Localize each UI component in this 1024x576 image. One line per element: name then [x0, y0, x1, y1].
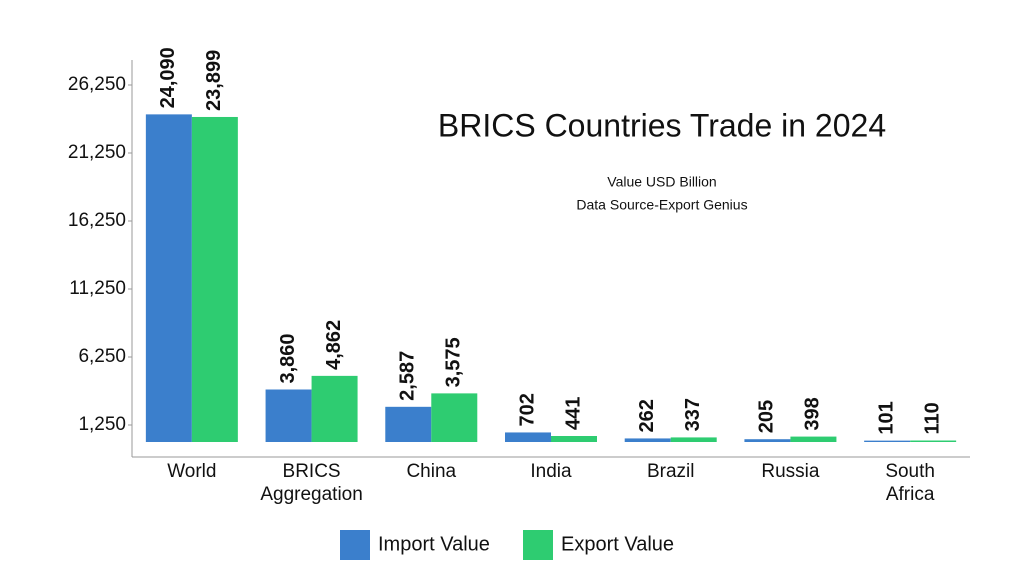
subtitle: Data Source-Export Genius	[576, 197, 747, 213]
bar	[505, 432, 551, 442]
value-label: 4,862	[323, 320, 345, 370]
bar	[864, 440, 911, 442]
y-tick-label: 6,250	[78, 346, 126, 367]
bar	[265, 389, 312, 442]
legend-label: Export Value	[561, 533, 674, 555]
value-label: 24,090	[157, 47, 179, 108]
legend-swatch	[340, 530, 370, 560]
y-tick-label: 11,250	[69, 278, 126, 299]
bar	[551, 436, 597, 442]
x-tick-label: BRICS Aggregation	[260, 461, 363, 505]
value-label: 23,899	[203, 50, 225, 111]
value-label: 398	[802, 397, 824, 430]
legend-swatch	[523, 530, 553, 560]
bar	[624, 438, 671, 442]
value-label: 205	[756, 400, 778, 433]
value-label: 262	[636, 399, 658, 432]
value-label: 101	[875, 401, 897, 434]
x-tick-label: South Africa	[885, 461, 935, 505]
y-tick-label: 26,250	[68, 74, 126, 95]
value-label: 2,587	[397, 351, 419, 401]
value-label: 702	[516, 393, 538, 426]
chart-title: BRICS Countries Trade in 2024	[438, 107, 886, 143]
bar	[191, 116, 238, 442]
x-tick-label: World	[167, 461, 217, 482]
value-label: 337	[682, 398, 704, 431]
legend-label: Import Value	[378, 533, 490, 555]
subtitle: Value USD Billion	[607, 174, 716, 190]
bar	[670, 437, 717, 442]
bar	[910, 440, 957, 442]
bar	[311, 375, 358, 442]
bar	[385, 406, 432, 442]
x-tick-label: China	[406, 461, 457, 482]
bar	[431, 393, 478, 442]
bar	[744, 439, 791, 442]
value-label: 3,575	[443, 337, 465, 387]
y-tick-label: 1,250	[78, 414, 126, 435]
value-label: 110	[921, 402, 943, 434]
value-label: 3,860	[277, 333, 299, 383]
x-tick-label: India	[530, 461, 572, 482]
bar	[790, 436, 837, 442]
x-tick-label: Russia	[761, 461, 820, 482]
bar	[145, 114, 192, 442]
y-tick-label: 16,250	[68, 210, 126, 231]
y-tick-label: 21,250	[68, 142, 126, 163]
value-label: 441	[562, 397, 584, 430]
x-tick-label: Brazil	[646, 461, 695, 482]
